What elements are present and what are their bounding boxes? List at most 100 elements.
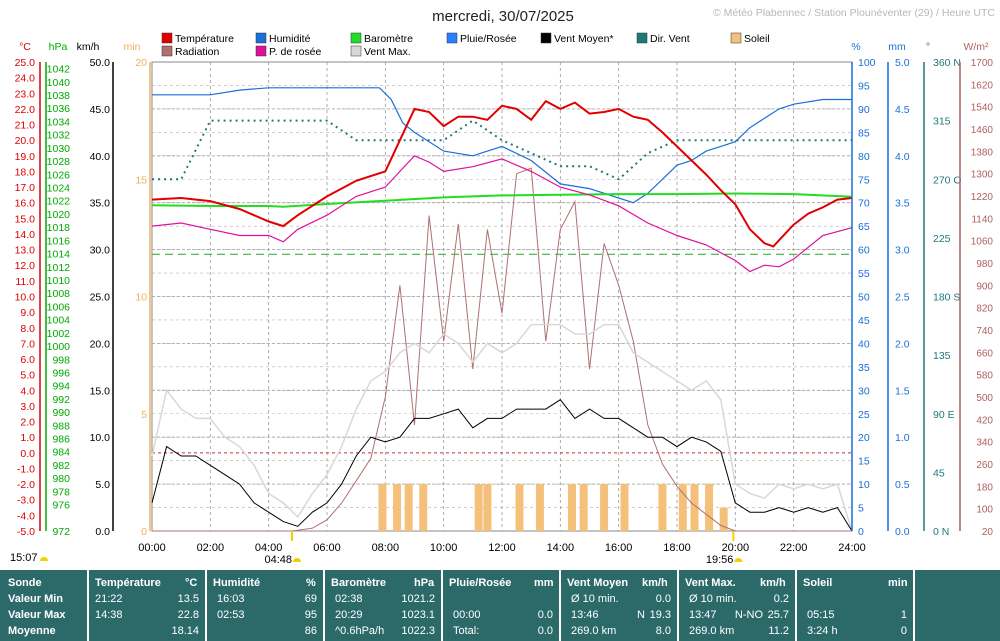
legend-label: P. de rosée [269,46,322,58]
direction-tick: 180 S [933,292,960,304]
sunshine-bar [658,484,667,531]
header-wind-max: Vent Max. [685,577,736,589]
wind-tick: 20.0 [90,338,111,350]
pressure-tick: 1000 [47,341,71,353]
chart-credit: © Météo Plabennec / Station Plounéventer… [713,7,995,19]
x-tick-label: 02:00 [197,542,225,554]
x-tick-label: 14:00 [547,542,575,554]
temperature-tick: 2.0 [20,417,35,429]
humidity-tick: 30 [858,385,870,397]
radiation-tick: 1380 [971,147,994,158]
rain-tick: 3.0 [895,245,910,257]
x-tick-label: 06:00 [313,542,341,554]
temperature-tick: 19.0 [15,151,36,163]
sunshine-bar [393,484,401,531]
humidity-tick: 95 [858,80,870,92]
pressure-tick: 1038 [47,90,71,102]
rain-tick: 1.0 [895,432,910,444]
temperature-tick: 25.0 [15,57,36,69]
humidity-tick: 65 [858,221,870,233]
sunshine-bar [678,484,687,531]
pressure-tick: 1008 [47,288,71,300]
wind-tick: 5.0 [95,479,110,491]
sunset-label: 19:56 [706,554,734,566]
humidity-tick: 5 [858,503,864,515]
stats-cell-sun-t: 3:24 h [807,625,838,637]
pressure-tick: 986 [52,434,70,446]
legend-label: Température [175,33,234,45]
stats-cell-temp-v: 18.14 [171,625,199,637]
stats-table: Sonde Température °C Humidité % Baromètr… [0,570,1000,641]
legend-swatch [255,45,267,57]
radiation-line [152,167,852,532]
radiation-tick: 420 [976,415,993,426]
radiation-tick: 180 [976,482,993,493]
stats-cell-rain-t: Total: [453,625,480,637]
temperature-tick: 17.0 [15,182,36,194]
sunshine-bar [404,484,413,531]
humidity-tick: 80 [858,151,870,163]
humidity-tick: 25 [858,409,870,421]
stats-cell-rain-t: 00:00 [453,609,481,621]
pressure-tick: 978 [52,486,70,498]
sunshine-bar [535,484,544,531]
radiation-tick: 1140 [971,214,993,225]
header-sun: Soleil [803,577,833,589]
stats-cell-temp-t: 14:38 [95,609,123,621]
direction-tick: 45 [933,467,945,479]
pressure-tick: 998 [52,354,70,366]
pressure-tick: 1026 [47,169,71,181]
sunshine-tick: 20 [135,57,147,69]
legend-swatch [730,32,742,44]
temperature-tick: 20.0 [15,135,36,147]
temperature-tick: 10.0 [15,292,36,304]
header-wind-avg-unit: km/h [642,577,668,589]
axis-unit-label: min [124,41,141,53]
sunshine-bar [719,507,728,531]
rain-tick: 2.5 [895,292,910,304]
wind-avg-line [151,399,853,532]
radiation-tick: 580 [976,371,993,382]
sunshine-bar [579,484,588,531]
temperature-tick: 11.0 [15,276,35,288]
radiation-tick: 1620 [971,80,994,91]
pressure-tick: 1042 [47,64,71,76]
header-sonde: Sonde [8,577,42,589]
legend-swatch [255,32,267,44]
sun-duration-icon [40,557,48,561]
rain-tick: 5.0 [895,57,910,69]
axis-unit-label: km/h [77,41,100,53]
radiation-tick: 260 [976,460,993,471]
pressure-tick: 1010 [47,275,71,287]
stats-cell-hum-t: 16:03 [217,593,245,605]
radiation-tick: 100 [976,505,993,516]
stats-cell-gust-d: N-NO [734,609,763,621]
humidity-tick: 75 [858,174,870,186]
pressure-tick: 992 [52,394,70,406]
legend-swatch [161,32,173,44]
direction-tick: 90 E [933,409,955,421]
direction-tick: 225 [933,233,951,245]
temperature-tick: 23.0 [15,88,36,100]
sunshine-bar [419,484,428,531]
stats-row-label: Valeur Max [8,609,66,621]
humidity-tick: 55 [858,268,870,280]
rain-tick: 3.5 [895,198,910,210]
sunrise-icon [293,558,301,562]
radiation-tick: 900 [976,281,993,292]
legend-swatch [446,32,458,44]
temperature-tick: 22.0 [15,104,36,116]
wind-tick: 35.0 [90,198,111,210]
stats-cell-wind-d: N [637,609,645,621]
header-temperature: Température [95,577,161,589]
stats-cell-sun-v: 1 [900,609,907,621]
temperature-tick: -2.0 [17,479,35,491]
sunshine-bar [705,484,714,531]
temperature-tick: 21.0 [15,120,36,132]
sunshine-bar [515,484,524,531]
axes: 25.0 24.0 23.0 22.0 21.0 20.0 19.0 18.0 17.0 16.0… [10,41,993,566]
stats-cell-gust-v: 25.7 [767,609,789,621]
temperature-tick: -5.0 [17,526,35,538]
stats-cell-wind-v: 19.3 [649,609,671,621]
humidity-tick: 60 [858,245,870,257]
